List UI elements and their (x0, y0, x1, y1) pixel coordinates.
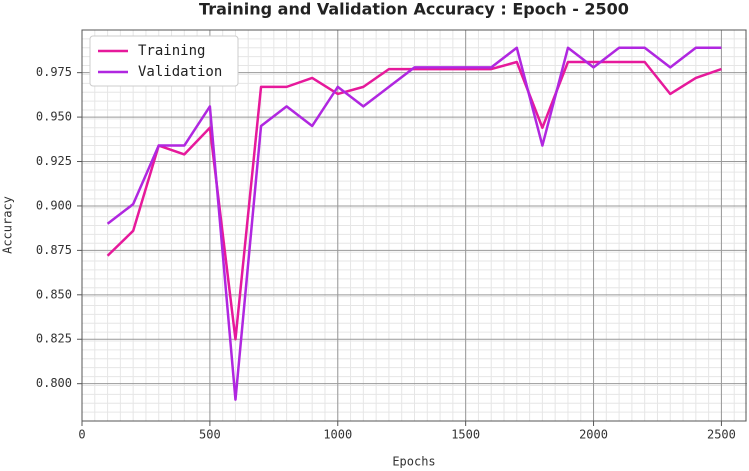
legend-label: Validation (138, 64, 222, 80)
y-tick-label: 0.925 (36, 154, 72, 168)
x-axis-label: Epochs (392, 455, 435, 469)
plot-frame (81, 29, 747, 422)
x-tick-label: 1500 (451, 428, 480, 442)
y-tick-label: 0.825 (36, 332, 72, 346)
x-tick-label: 2000 (579, 428, 608, 442)
legend-label: Training (138, 43, 205, 59)
legend-box (89, 35, 239, 87)
series-line (106, 46, 722, 401)
x-tick-label: 0 (78, 428, 85, 442)
x-tick-label: 2500 (707, 428, 736, 442)
chart-title: Training and Validation Accuracy : Epoch… (199, 0, 629, 19)
y-tick-label: 0.800 (36, 376, 72, 390)
y-tick-label: 0.875 (36, 243, 72, 257)
y-axis-label: Accuracy (1, 196, 15, 254)
series-line (106, 60, 722, 341)
x-tick-label: 500 (199, 428, 221, 442)
y-tick-label: 0.900 (36, 198, 72, 212)
y-tick-label: 0.850 (36, 287, 72, 301)
x-tick-label: 1000 (323, 428, 352, 442)
y-tick-label: 0.975 (36, 65, 72, 79)
y-tick-label: 0.950 (36, 110, 72, 124)
